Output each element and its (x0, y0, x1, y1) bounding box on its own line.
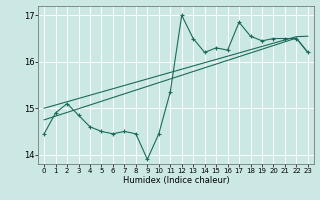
X-axis label: Humidex (Indice chaleur): Humidex (Indice chaleur) (123, 176, 229, 185)
